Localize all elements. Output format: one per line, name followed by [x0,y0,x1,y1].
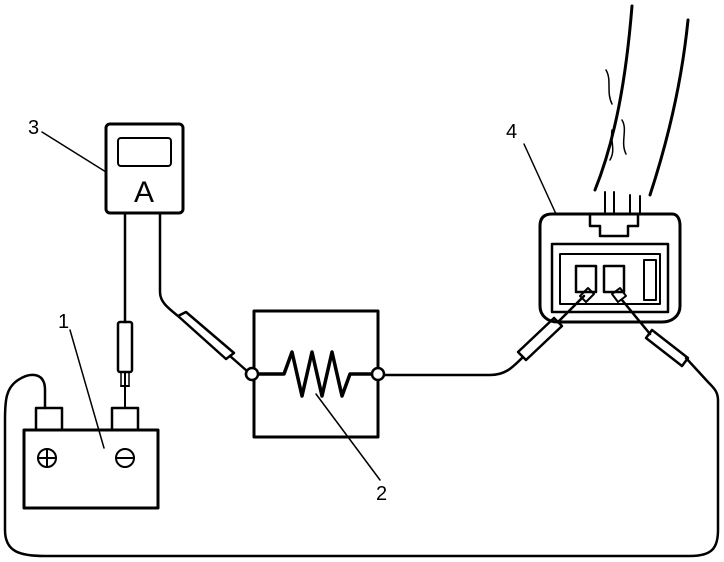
ammeter-symbol: A [134,176,154,209]
battery-positive-terminal [34,406,64,432]
wire-harness [593,4,690,197]
ammeter-to-resistor-wire [158,211,180,318]
resistor-box [244,309,386,439]
resistor-to-connector-wire [382,356,524,377]
callout-label-4: 4 [506,121,517,143]
callout-leader-3 [41,131,107,173]
connector-pin-left [574,264,598,294]
callout-leader-4 [523,143,557,215]
battery [22,406,160,510]
callout-label-2: 2 [376,483,387,505]
battery-negative-terminal [110,406,140,432]
callout-label-3: 3 [28,117,39,139]
callout-label-1: 1 [58,311,69,333]
ammeter-display [117,137,172,167]
callout-leader-1 [69,329,105,449]
resistor-zigzag [254,350,374,398]
connector [538,4,690,324]
connector-right-probe [611,287,690,368]
connector-left-probe [516,287,595,362]
ammeter: A [104,122,185,215]
resistor-right-terminal [370,366,386,382]
resistor-left-probe [176,310,258,381]
callout-leader-2 [315,393,381,481]
resistor-left-terminal [244,366,260,382]
ammeter-battery-probe [116,320,134,409]
return-wire [3,356,720,558]
